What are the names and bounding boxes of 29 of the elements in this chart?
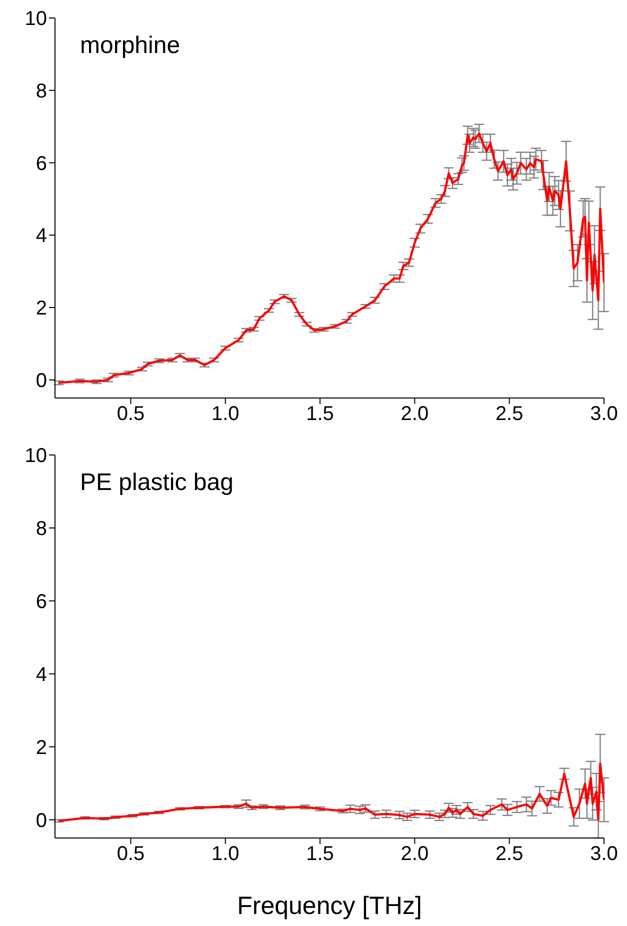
y-tick-label: 6: [36, 152, 47, 175]
x-tick-label: 0.5: [116, 843, 145, 866]
y-tick-label: 8: [36, 80, 47, 102]
line-series: [58, 132, 604, 384]
x-tick-label: 1.5: [306, 403, 334, 426]
y-tick-label: 6: [36, 591, 47, 614]
y-tick-label: 2: [36, 298, 47, 320]
y-tick-label: 2: [36, 736, 47, 759]
y-tick-label: 0: [36, 370, 47, 392]
text: PE plastic bag: [80, 469, 234, 497]
x-tick-label: 1.5: [306, 843, 334, 866]
y-tick-label: 10: [24, 8, 47, 30]
x-tick-label: 3.0: [590, 403, 618, 426]
text: morphine: [80, 32, 180, 60]
x-tick-label: 1.0: [211, 843, 240, 866]
x-tick-label: 2.5: [495, 403, 524, 426]
x-tick-label: 2.0: [400, 843, 429, 866]
y-tick-label: 4: [36, 225, 47, 248]
y-tick-label: 10: [24, 445, 47, 468]
x-tick-label: 2.0: [400, 403, 429, 426]
x-tick-label: 1.0: [211, 403, 240, 426]
y-tick-label: 0: [36, 810, 47, 832]
y-tick-label: 4: [36, 664, 47, 686]
x-axis-title: Frequency [THz]: [237, 892, 422, 920]
line-series: [58, 762, 604, 822]
x-tick-label: 0.5: [116, 403, 145, 426]
x-tick-label: 3.0: [590, 843, 618, 866]
y-tick-label: 8: [36, 518, 47, 540]
x-tick-label: 2.5: [495, 843, 524, 866]
